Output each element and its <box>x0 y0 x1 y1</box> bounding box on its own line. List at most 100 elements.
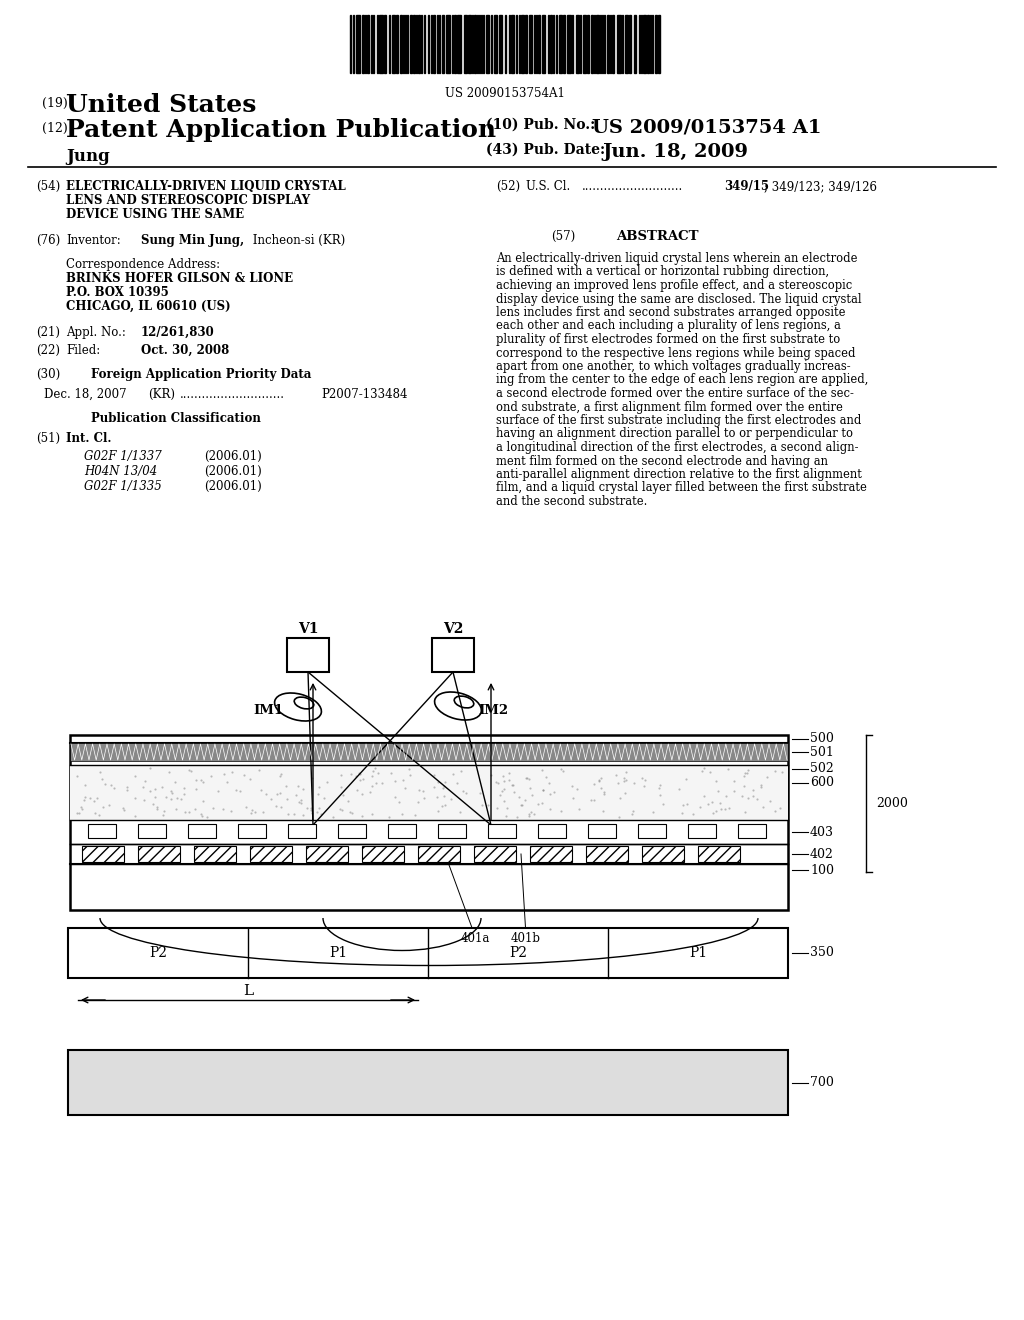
Point <box>501 762 517 783</box>
Point <box>187 770 204 791</box>
Text: H04N 13/04: H04N 13/04 <box>84 465 158 478</box>
Bar <box>538 15 540 73</box>
Point <box>290 775 306 796</box>
Point <box>194 805 210 826</box>
Bar <box>306 846 348 862</box>
Text: Publication Classification: Publication Classification <box>91 412 261 425</box>
Bar <box>68 928 788 978</box>
Point <box>437 771 454 792</box>
Point <box>176 777 193 799</box>
Text: is defined with a vertical or horizontal rubbing direction,: is defined with a vertical or horizontal… <box>496 265 829 279</box>
Point <box>214 799 230 820</box>
Text: BRINKS HOFER GILSON & LIONE: BRINKS HOFER GILSON & LIONE <box>66 272 293 285</box>
Bar <box>474 846 516 862</box>
Point <box>188 777 205 799</box>
Point <box>332 799 348 820</box>
Bar <box>410 15 412 73</box>
Bar <box>567 15 571 73</box>
Point <box>141 758 158 779</box>
Point <box>651 784 668 805</box>
Point <box>720 759 736 780</box>
Point <box>472 783 488 804</box>
Point <box>77 775 93 796</box>
Point <box>90 804 106 825</box>
Point <box>564 776 581 797</box>
Point <box>553 759 569 780</box>
Point <box>224 762 241 783</box>
Point <box>595 783 611 804</box>
Point <box>759 766 775 787</box>
Point <box>519 767 536 788</box>
Text: (52): (52) <box>496 180 520 193</box>
Bar <box>388 824 416 838</box>
Bar <box>538 824 566 838</box>
Point <box>505 775 521 796</box>
Point <box>636 776 652 797</box>
Point <box>352 763 369 784</box>
Point <box>637 770 653 791</box>
Point <box>96 774 113 795</box>
Point <box>739 788 756 809</box>
Point <box>247 801 263 822</box>
Bar <box>356 15 360 73</box>
Point <box>136 789 153 810</box>
Text: 403: 403 <box>810 825 834 838</box>
Text: P.O. BOX 10395: P.O. BOX 10395 <box>66 286 169 300</box>
Bar <box>457 15 461 73</box>
Point <box>514 795 530 816</box>
Bar <box>625 15 628 73</box>
Point <box>333 764 349 785</box>
Point <box>634 767 650 788</box>
Point <box>735 775 752 796</box>
Point <box>426 764 442 785</box>
Point <box>163 789 179 810</box>
Point <box>180 760 197 781</box>
Point <box>685 804 701 825</box>
Text: ...........................: ........................... <box>582 180 683 193</box>
Bar <box>638 824 666 838</box>
Point <box>774 762 791 783</box>
Text: a longitudinal direction of the first electrodes, a second align-: a longitudinal direction of the first el… <box>496 441 858 454</box>
Bar <box>442 15 444 73</box>
Point <box>615 767 632 788</box>
Bar <box>655 15 657 73</box>
Bar <box>70 766 788 820</box>
Point <box>396 777 413 799</box>
Bar <box>392 15 395 73</box>
Bar <box>418 15 420 73</box>
Point <box>674 803 690 824</box>
Point <box>570 799 587 820</box>
Bar <box>647 15 649 73</box>
Text: CHICAGO, IL 60610 (US): CHICAGO, IL 60610 (US) <box>66 300 230 313</box>
Text: An electrically-driven liquid crystal lens wherein an electrode: An electrically-driven liquid crystal le… <box>496 252 857 265</box>
Text: ABSTRACT: ABSTRACT <box>616 230 698 243</box>
Point <box>183 760 200 781</box>
Point <box>85 791 101 812</box>
Point <box>168 799 184 820</box>
Bar <box>288 824 316 838</box>
Point <box>161 762 177 783</box>
Point <box>610 772 627 793</box>
Point <box>223 800 240 821</box>
Point <box>210 780 226 801</box>
Text: Filed:: Filed: <box>66 345 100 356</box>
Text: (30): (30) <box>36 368 60 381</box>
Point <box>737 801 754 822</box>
Point <box>216 763 232 784</box>
Point <box>168 788 184 809</box>
Point <box>498 805 514 826</box>
Bar <box>643 15 646 73</box>
Bar <box>474 15 476 73</box>
Point <box>127 788 143 809</box>
Point <box>555 760 571 781</box>
Point <box>278 775 294 796</box>
Point <box>310 784 327 805</box>
Point <box>74 799 90 820</box>
Text: Oct. 30, 2008: Oct. 30, 2008 <box>141 345 229 356</box>
Bar <box>629 15 631 73</box>
Text: display device using the same are disclosed. The liquid crystal: display device using the same are disclo… <box>496 293 861 305</box>
Point <box>303 800 319 821</box>
Point <box>436 793 453 814</box>
Bar <box>583 15 586 73</box>
Point <box>176 783 193 804</box>
